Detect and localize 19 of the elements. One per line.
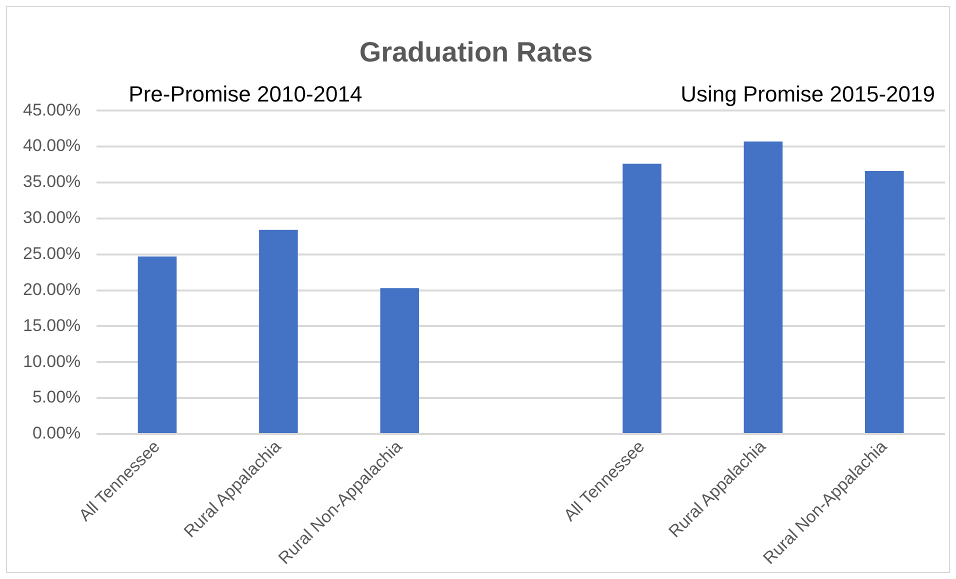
y-tick-label: 15.00% (22, 316, 81, 335)
y-tick-label: 45.00% (22, 100, 81, 120)
y-tick-label: 25.00% (22, 244, 81, 264)
bar (380, 288, 420, 433)
y-tick-label: 10.00% (22, 352, 81, 371)
bar (138, 256, 177, 433)
bar (744, 142, 783, 433)
y-tick-label: 40.00% (22, 136, 81, 156)
y-tick-label: 30.00% (22, 208, 81, 228)
text: Using Promise 2015-2019 (680, 82, 935, 107)
bar (865, 170, 904, 433)
y-tick-label: 35.00% (22, 172, 81, 192)
bar (622, 164, 662, 433)
chart-title: Graduation Rates (359, 36, 593, 68)
bar (259, 230, 298, 433)
y-tick-label: 5.00% (32, 388, 81, 407)
y-tick-label: 20.00% (22, 280, 81, 299)
text: Pre-Promise 2010-2014 (128, 82, 362, 107)
y-tick-label: 0.00% (32, 424, 81, 443)
